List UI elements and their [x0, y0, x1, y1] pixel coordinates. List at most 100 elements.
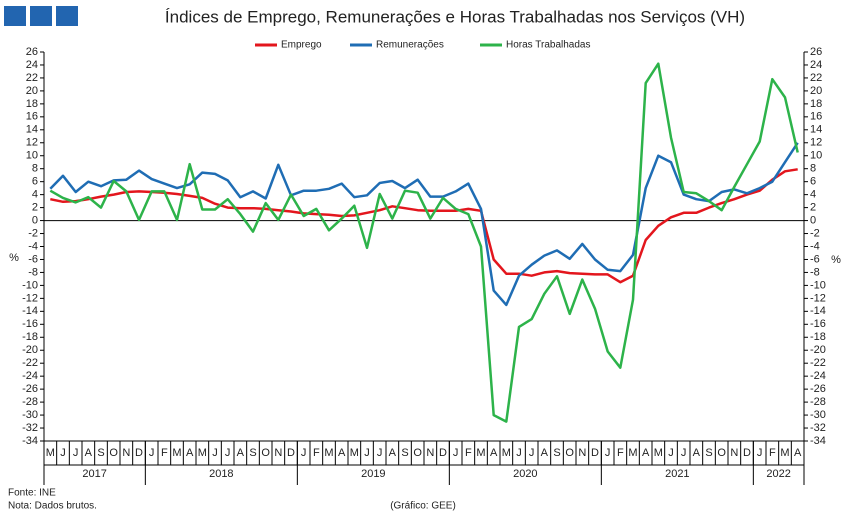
y-tick-label: 10 — [26, 150, 38, 162]
x-tick-label: J — [364, 447, 370, 459]
y2-tick-label: -24 — [810, 370, 826, 382]
x-tick-label: A — [541, 447, 549, 459]
y-tick-label: -12 — [22, 292, 38, 304]
y2-tick-label: 26 — [810, 46, 822, 58]
y2-tick-label: -6 — [810, 253, 820, 265]
y-tick-label: 26 — [26, 46, 38, 58]
y2-tick-label: 4 — [810, 189, 816, 201]
year-label: 2018 — [209, 468, 233, 480]
y-tick-label: 16 — [26, 111, 38, 123]
y2-tick-label: -20 — [810, 344, 826, 356]
y2-tick-label: -22 — [810, 357, 826, 369]
x-tick-label: D — [743, 447, 751, 459]
x-tick-label: O — [109, 447, 118, 459]
legend-label: Emprego — [281, 40, 322, 51]
source: Fonte: INE — [8, 488, 56, 499]
x-tick-label: N — [578, 447, 586, 459]
y2-tick-label: -26 — [810, 383, 826, 395]
x-tick-label: D — [135, 447, 143, 459]
y-tick-label: 8 — [32, 163, 38, 175]
y2-tick-label: -32 — [810, 422, 826, 434]
legend-label: Remunerações — [376, 40, 444, 51]
x-tick-label: J — [529, 447, 535, 459]
y-tick-label: 24 — [26, 59, 38, 71]
y-tick-label: 0 — [32, 214, 38, 226]
x-tick-label: A — [237, 447, 245, 459]
x-tick-label: J — [516, 447, 522, 459]
x-tick-label: M — [172, 447, 181, 459]
y2-tick-label: -8 — [810, 266, 820, 278]
x-tick-label: J — [757, 447, 763, 459]
x-tick-label: F — [769, 447, 776, 459]
x-tick-label: M — [654, 447, 663, 459]
y2-axis-label: % — [831, 254, 841, 266]
y-tick-label: -8 — [28, 266, 38, 278]
y2-tick-label: -28 — [810, 396, 826, 408]
x-tick-label: S — [705, 447, 712, 459]
x-tick-label: O — [261, 447, 270, 459]
year-label: 2019 — [361, 468, 385, 480]
x-tick-label: M — [476, 447, 485, 459]
y-tick-label: -32 — [22, 422, 38, 434]
note: Nota: Dados brutos. — [8, 501, 97, 512]
y-tick-label: -20 — [22, 344, 38, 356]
y-tick-label: 12 — [26, 137, 38, 149]
y-tick-label: -6 — [28, 253, 38, 265]
x-tick-label: O — [413, 447, 422, 459]
y-tick-label: -22 — [22, 357, 38, 369]
y-tick-label: 22 — [26, 72, 38, 84]
x-tick-label: A — [794, 447, 802, 459]
y2-tick-label: 16 — [810, 111, 822, 123]
x-tick-label: J — [681, 447, 687, 459]
x-tick-label: F — [617, 447, 624, 459]
y2-tick-label: 12 — [810, 137, 822, 149]
y2-tick-label: -16 — [810, 318, 826, 330]
y-tick-label: 6 — [32, 176, 38, 188]
x-tick-label: F — [313, 447, 320, 459]
x-tick-label: D — [591, 447, 599, 459]
y-tick-label: -26 — [22, 383, 38, 395]
y2-tick-label: 22 — [810, 72, 822, 84]
y-tick-label: -14 — [22, 305, 38, 317]
y-tick-label: 2 — [32, 202, 38, 214]
y2-tick-label: 8 — [810, 163, 816, 175]
x-tick-label: M — [350, 447, 359, 459]
x-tick-label: M — [780, 447, 789, 459]
y2-tick-label: -4 — [810, 240, 820, 252]
x-tick-label: D — [287, 447, 295, 459]
y2-tick-label: 18 — [810, 98, 822, 110]
x-tick-label: J — [225, 447, 231, 459]
y2-tick-label: -12 — [810, 292, 826, 304]
y-tick-label: 18 — [26, 98, 38, 110]
x-tick-label: S — [249, 447, 256, 459]
legend-label: Horas Trabalhadas — [506, 40, 591, 51]
y-tick-label: -30 — [22, 409, 38, 421]
x-tick-label: M — [502, 447, 511, 459]
x-tick-label: M — [628, 447, 637, 459]
y-tick-label: -24 — [22, 370, 38, 382]
logo-block — [4, 6, 26, 26]
y2-tick-label: 24 — [810, 59, 822, 71]
x-tick-label: O — [565, 447, 574, 459]
y2-tick-label: 2 — [810, 202, 816, 214]
x-tick-label: N — [122, 447, 130, 459]
y-tick-label: 20 — [26, 85, 38, 97]
x-tick-label: J — [149, 447, 155, 459]
y2-tick-label: -10 — [810, 279, 826, 291]
credit: (Gráfico: GEE) — [390, 501, 456, 512]
x-tick-label: A — [389, 447, 397, 459]
y-tick-label: -4 — [28, 240, 38, 252]
x-tick-label: A — [186, 447, 194, 459]
x-tick-label: M — [324, 447, 333, 459]
y-tick-label: -2 — [28, 227, 38, 239]
x-tick-label: J — [60, 447, 66, 459]
y2-tick-label: 6 — [810, 176, 816, 188]
logo-block — [30, 6, 52, 26]
chart-title: Índices de Emprego, Remunerações e Horas… — [165, 7, 745, 26]
series-line — [49, 62, 799, 423]
x-tick-label: N — [274, 447, 282, 459]
y2-tick-label: 20 — [810, 85, 822, 97]
y-tick-label: 14 — [26, 124, 38, 136]
y2-tick-label: 14 — [810, 124, 822, 136]
